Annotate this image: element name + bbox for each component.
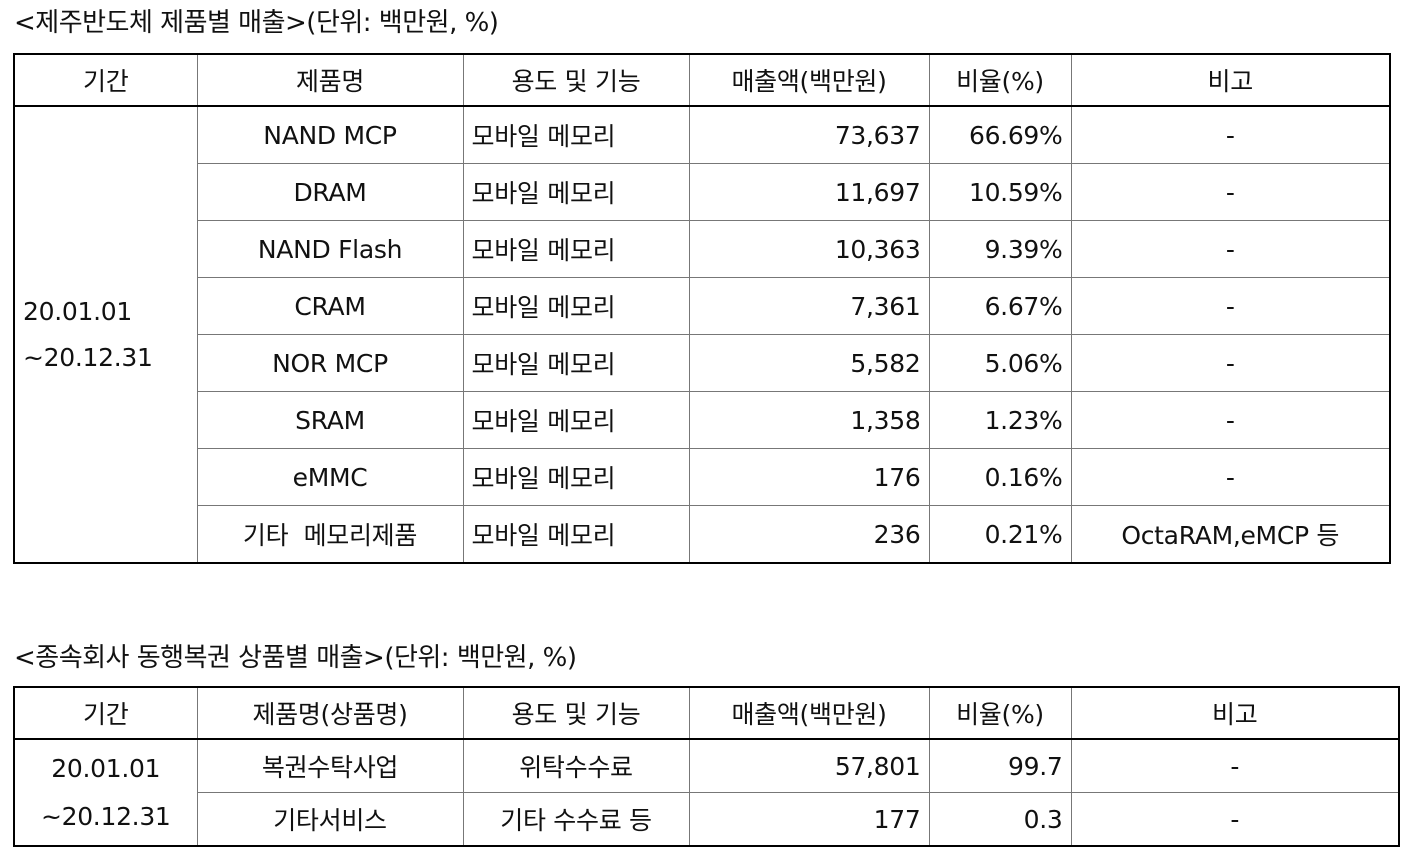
subsidiary-sales-caption: <종속회사 동행복권 상품별 매출>(단위: 백만원, %) <box>14 643 577 673</box>
ratio-cell: 9.39% <box>928 220 1072 278</box>
product-cell: 복권수탁사업 <box>196 738 464 793</box>
use-cell: 기타 수수료 등 <box>462 792 690 847</box>
period-start: 20.01.01 <box>51 753 161 783</box>
sales-cell: 57,801 <box>688 738 930 793</box>
table-row: eMMC 모바일 메모리 176 0.16% - <box>14 448 1391 506</box>
note-cell: OctaRAM,eMCP 등 <box>1070 505 1391 564</box>
period-end: ~20.12.31 <box>40 801 171 831</box>
sales-cell: 177 <box>688 792 930 847</box>
sales-cell: 73,637 <box>688 105 930 164</box>
header-period: 기간 <box>13 53 198 107</box>
sales-by-product-caption: <제주반도체 제품별 매출>(단위: 백만원, %) <box>14 8 499 38</box>
table-row: DRAM 모바일 메모리 11,697 10.59% - <box>14 163 1391 221</box>
header-note: 비고 <box>1070 53 1391 107</box>
note-cell: - <box>1070 448 1391 506</box>
table-row: 기타서비스 기타 수수료 등 177 0.3 - <box>14 792 1400 847</box>
table-row: NAND Flash 모바일 메모리 10,363 9.39% - <box>14 220 1391 278</box>
ratio-cell: 0.16% <box>928 448 1072 506</box>
use-cell: 모바일 메모리 <box>462 391 690 449</box>
header-product: 제품명(상품명) <box>196 686 464 740</box>
sales-cell: 236 <box>688 505 930 564</box>
use-cell: 모바일 메모리 <box>462 277 690 335</box>
header-sales: 매출액(백만원) <box>688 53 930 107</box>
product-cell: CRAM <box>196 277 464 335</box>
sales-cell: 11,697 <box>688 163 930 221</box>
period-end: ~20.12.31 <box>23 342 153 372</box>
note-cell: - <box>1070 391 1391 449</box>
ratio-cell: 99.7 <box>928 738 1072 793</box>
note-cell: - <box>1070 105 1391 164</box>
ratio-cell: 5.06% <box>928 334 1072 392</box>
note-cell: - <box>1070 738 1400 793</box>
table-row: 20.01.01 ~20.12.31 복권수탁사업 위탁수수료 57,801 9… <box>13 738 1400 847</box>
ratio-cell: 10.59% <box>928 163 1072 221</box>
header-product: 제품명 <box>196 53 464 107</box>
use-cell: 모바일 메모리 <box>462 505 690 564</box>
product-cell: NOR MCP <box>196 334 464 392</box>
use-cell: 위탁수수료 <box>462 738 690 793</box>
table-row: SRAM 모바일 메모리 1,358 1.23% - <box>14 391 1391 449</box>
header-sales: 매출액(백만원) <box>688 686 930 740</box>
note-cell: - <box>1070 163 1391 221</box>
sales-by-product-table: 기간 제품명 용도 및 기능 매출액(백만원) 비율(%) 비고 20.01.0… <box>13 53 1391 564</box>
sales-cell: 10,363 <box>688 220 930 278</box>
table-row: 20.01.01 ~20.12.31 NAND MCP 모바일 메모리 73,6… <box>13 105 1391 564</box>
subsidiary-sales-table: 기간 제품명(상품명) 용도 및 기능 매출액(백만원) 비율(%) 비고 20… <box>13 686 1400 847</box>
product-cell: 기타 메모리제품 <box>196 505 464 564</box>
note-cell: - <box>1070 334 1391 392</box>
product-cell: DRAM <box>196 163 464 221</box>
header-use: 용도 및 기능 <box>462 686 690 740</box>
ratio-cell: 0.3 <box>928 792 1072 847</box>
product-cell: eMMC <box>196 448 464 506</box>
table-row: 기타 메모리제품 모바일 메모리 236 0.21% OctaRAM,eMCP … <box>14 505 1391 564</box>
table-row: CRAM 모바일 메모리 7,361 6.67% - <box>14 277 1391 335</box>
sales-cell: 1,358 <box>688 391 930 449</box>
header-ratio: 비율(%) <box>928 53 1072 107</box>
use-cell: 모바일 메모리 <box>462 334 690 392</box>
header-period: 기간 <box>13 686 198 740</box>
ratio-cell: 66.69% <box>928 105 1072 164</box>
ratio-cell: 0.21% <box>928 505 1072 564</box>
use-cell: 모바일 메모리 <box>462 448 690 506</box>
table-header-row: 기간 제품명(상품명) 용도 및 기능 매출액(백만원) 비율(%) 비고 <box>13 686 1400 740</box>
ratio-cell: 6.67% <box>928 277 1072 335</box>
sales-cell: 176 <box>688 448 930 506</box>
sales-cell: 7,361 <box>688 277 930 335</box>
period-cell: 20.01.01 ~20.12.31 <box>13 105 198 564</box>
header-use: 용도 및 기능 <box>462 53 690 107</box>
ratio-cell: 1.23% <box>928 391 1072 449</box>
use-cell: 모바일 메모리 <box>462 105 690 164</box>
header-ratio: 비율(%) <box>928 686 1072 740</box>
sales-cell: 5,582 <box>688 334 930 392</box>
note-cell: - <box>1070 277 1391 335</box>
table-header-row: 기간 제품명 용도 및 기능 매출액(백만원) 비율(%) 비고 <box>13 53 1391 107</box>
period-start: 20.01.01 <box>23 296 132 326</box>
use-cell: 모바일 메모리 <box>462 163 690 221</box>
use-cell: 모바일 메모리 <box>462 220 690 278</box>
product-cell: NAND Flash <box>196 220 464 278</box>
header-note: 비고 <box>1070 686 1400 740</box>
note-cell: - <box>1070 220 1391 278</box>
note-cell: - <box>1070 792 1400 847</box>
product-cell: SRAM <box>196 391 464 449</box>
product-cell: NAND MCP <box>196 105 464 164</box>
table-row: NOR MCP 모바일 메모리 5,582 5.06% - <box>14 334 1391 392</box>
product-cell: 기타서비스 <box>196 792 464 847</box>
period-cell: 20.01.01 ~20.12.31 <box>13 738 198 847</box>
